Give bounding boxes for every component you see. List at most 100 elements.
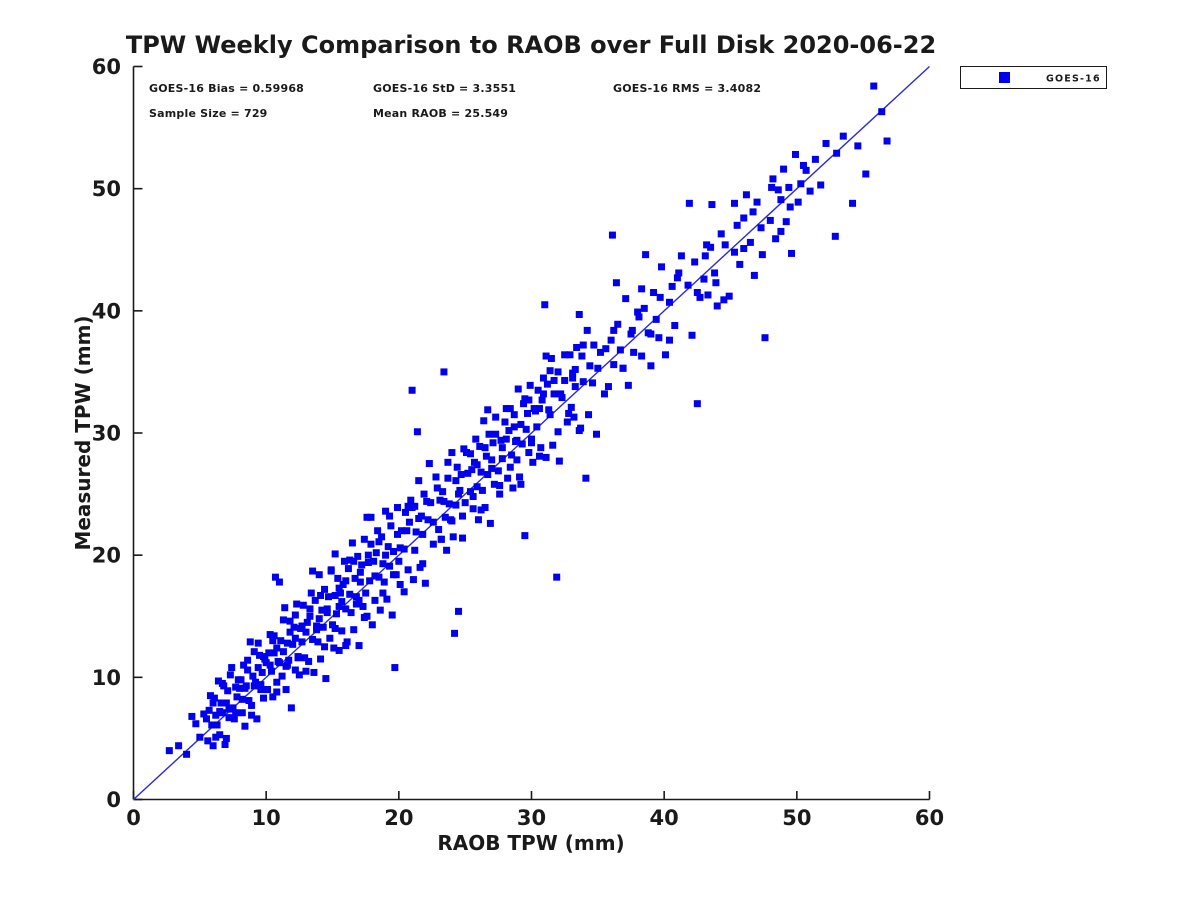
scatter-point [254,664,262,672]
scatter-point [175,742,183,750]
scatter-point [482,452,490,460]
scatter-point [476,442,484,450]
scatter-point [700,275,708,283]
scatter-point [456,486,464,494]
scatter-point [740,214,748,222]
scatter-point [415,477,423,485]
scatter-point [355,596,363,604]
scatter-point [452,501,460,509]
scatter-point [356,568,364,576]
scatter-point [514,385,522,393]
scatter-point [313,622,321,630]
scatter-point [721,241,729,249]
scatter-point [208,721,216,729]
scatter-point [539,374,547,382]
scatter-point [388,611,396,619]
scatter-point [331,550,339,558]
scatter-point [498,444,506,452]
x-tick-label: 60 [915,806,944,830]
scatter-point [366,577,374,585]
scatter-point [445,500,453,508]
scatter-point [319,623,327,631]
scatter-point [448,449,456,457]
y-axis-label: Measured TPW (mm) [71,315,95,550]
scatter-point [526,381,534,389]
scatter-point [344,565,352,573]
scatter-point [685,199,693,207]
scatter-point [459,534,467,542]
scatter-point [383,595,391,603]
scatter-point [555,457,563,465]
scatter-point [241,722,249,730]
scatter-point [746,238,754,246]
scatter-point [391,664,399,672]
scatter-point [570,413,578,421]
scatter-point [378,533,386,541]
scatter-point [212,733,220,741]
scatter-point [489,439,497,447]
scatter-point [301,654,309,662]
scatter-point [492,430,500,438]
scatter-point [655,334,663,342]
y-tick-label: 60 [92,55,121,79]
scatter-point [401,508,409,516]
scatter-point [717,230,725,238]
scatter-point [364,558,372,566]
scatter-point [531,407,539,415]
scatter-point [217,699,225,707]
scatter-point [658,263,666,271]
scatter-point [561,376,569,384]
scatter-point [294,654,302,662]
scatter-point [340,557,348,565]
scatter-point [209,742,217,750]
scatter-point [282,686,290,694]
scatter-point [408,386,416,394]
scatter-point [616,346,624,354]
scatter-point [521,395,529,403]
scatter-point [477,506,485,514]
scatter-point [466,488,474,496]
scatter-point [343,638,351,646]
scatter-point [557,390,565,398]
scatter-point [542,352,550,360]
scatter-point [335,602,343,610]
scatter-point [612,279,620,287]
scatter-point [707,243,715,251]
scatter-point [665,298,673,306]
scatter-point [720,296,728,304]
scatter-point [435,526,443,534]
scatter-point [424,516,432,524]
scatter-point [331,624,339,632]
scatter-point [314,638,322,646]
scatter-point [327,566,335,574]
scatter-point [567,403,575,411]
scatter-point [270,649,278,657]
scatter-point [440,497,448,505]
scatter-point [604,383,612,391]
scatter-point [429,540,437,548]
scatter-point [849,199,857,207]
scatter-point [575,310,583,318]
scatter-point [517,420,525,428]
scatter-point [400,588,408,596]
scatter-point [286,617,294,625]
x-axis-label: RAOB TPW (mm) [437,831,624,855]
scatter-point [610,326,618,334]
scatter-point [165,747,173,755]
x-tick-label: 50 [782,806,811,830]
scatter-point [236,684,244,692]
scatter-point [806,187,814,195]
scatter-point [421,579,429,587]
scatter-point [586,362,594,370]
scatter-point [412,528,420,536]
scatter-point [375,573,383,581]
scatter-point [455,607,463,615]
scatter-point [360,535,368,543]
scatter-point [285,656,293,664]
scatter-point [451,629,459,637]
scatter-point [571,365,579,373]
scatter-point [260,653,268,661]
scatter-point [248,701,256,709]
scatter-point [624,381,632,389]
scatter-point [362,589,370,597]
